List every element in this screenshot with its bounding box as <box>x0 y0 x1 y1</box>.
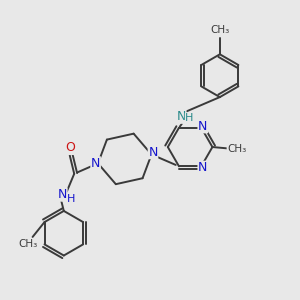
Text: N: N <box>91 157 100 170</box>
Text: CH₃: CH₃ <box>19 239 38 249</box>
Text: N: N <box>198 120 207 133</box>
Text: N: N <box>176 110 186 123</box>
Text: CH₃: CH₃ <box>227 143 246 154</box>
Text: CH₃: CH₃ <box>210 25 230 35</box>
Text: H: H <box>185 113 194 123</box>
Text: N: N <box>198 161 207 174</box>
Text: N: N <box>148 146 158 159</box>
Text: N: N <box>58 188 67 201</box>
Text: H: H <box>67 194 75 204</box>
Text: O: O <box>65 141 75 154</box>
